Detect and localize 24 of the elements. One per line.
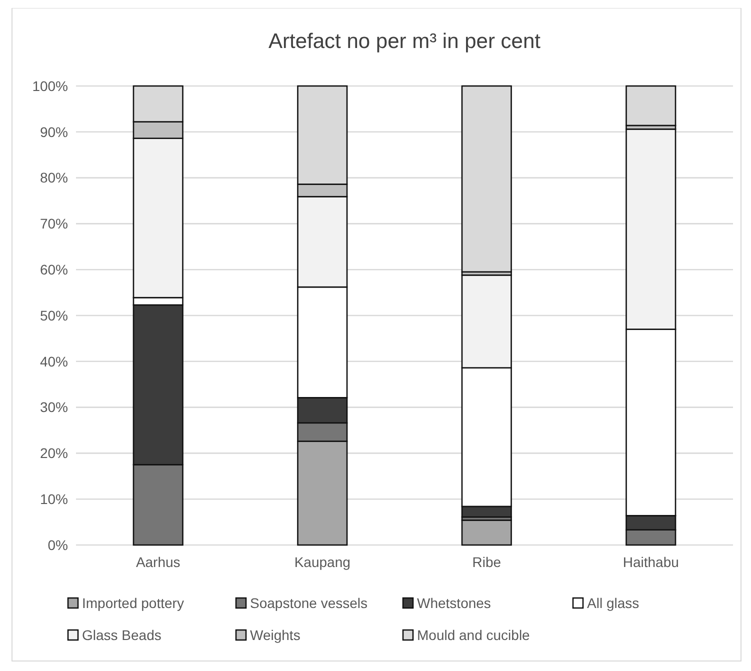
y-tick-label: 60% bbox=[40, 262, 68, 278]
y-tick-label: 0% bbox=[48, 536, 68, 553]
legend-label: Imported pottery bbox=[82, 594, 184, 611]
x-tick-label: Aarhus bbox=[136, 554, 180, 570]
legend-label: Soapstone vessels bbox=[250, 594, 368, 611]
legend-label: Weights bbox=[250, 626, 300, 643]
y-tick-label: 30% bbox=[40, 399, 68, 416]
chart-title: Artefact no per m³ in per cent bbox=[268, 30, 541, 53]
y-tick-label: 80% bbox=[40, 170, 68, 186]
y-tick-label: 70% bbox=[40, 216, 68, 232]
y-tick-label: 90% bbox=[40, 124, 68, 140]
legend-label: Mould and cucible bbox=[417, 626, 530, 643]
x-tick-label: Kaupang bbox=[294, 554, 350, 570]
x-tick-label: Haithabu bbox=[622, 554, 679, 570]
legend-label: All glass bbox=[587, 594, 640, 611]
y-tick-label: 50% bbox=[40, 307, 68, 324]
x-tick-label: Ribe bbox=[472, 554, 502, 570]
y-tick-label: 40% bbox=[40, 353, 68, 370]
bar bbox=[461, 520, 512, 546]
legend-label: Glass Beads bbox=[82, 626, 162, 643]
legend-label: Whetstones bbox=[417, 594, 491, 611]
y-tick-label: 20% bbox=[40, 445, 68, 462]
y-tick-label: 10% bbox=[40, 491, 68, 507]
y-tick-label: 100% bbox=[32, 78, 68, 94]
